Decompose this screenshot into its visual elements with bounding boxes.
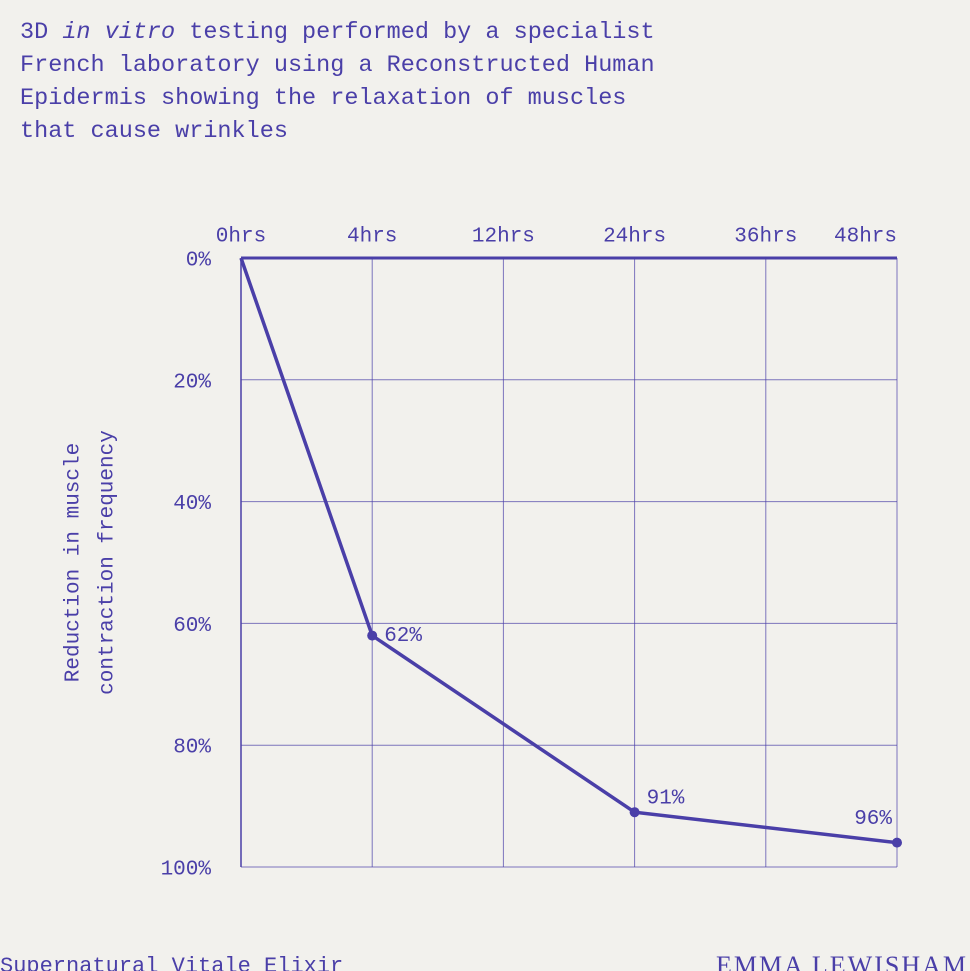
title-text: testing performed by a specialist French… [20, 19, 655, 145]
title-text: 3D [20, 19, 63, 46]
data-label: 91% [647, 788, 685, 811]
x-tick-label: 36hrs [734, 226, 797, 249]
point [367, 630, 378, 641]
y-tick-label: 0% [186, 250, 212, 273]
y-tick-label: 60% [173, 615, 211, 638]
description: 3D in vitro testing performed by a speci… [20, 16, 680, 148]
point [629, 807, 640, 818]
y-tick-label: 80% [173, 737, 211, 760]
x-tick-label: 24hrs [603, 226, 666, 249]
title-italic: in vitro [62, 19, 176, 46]
y-axis-label: contraction frequency [97, 430, 120, 695]
y-axis-label: Reduction in muscle [63, 443, 86, 682]
data-label: 62% [384, 625, 422, 648]
x-tick-label: 12hrs [472, 226, 535, 249]
x-tick-label: 0hrs [216, 226, 266, 249]
footer-left: Supernatural Vitale Elixir [0, 954, 343, 971]
y-tick-label: 100% [161, 859, 212, 882]
y-tick-label: 20% [173, 371, 211, 394]
line [239, 257, 898, 845]
x-tick-label: 48hrs [834, 226, 897, 249]
data-label: 96% [854, 808, 892, 831]
y-tick-label: 40% [173, 493, 211, 516]
x-tick-label: 4hrs [347, 226, 397, 249]
footer-right: EMMA LEWISHAM [716, 951, 968, 971]
point [892, 837, 902, 848]
